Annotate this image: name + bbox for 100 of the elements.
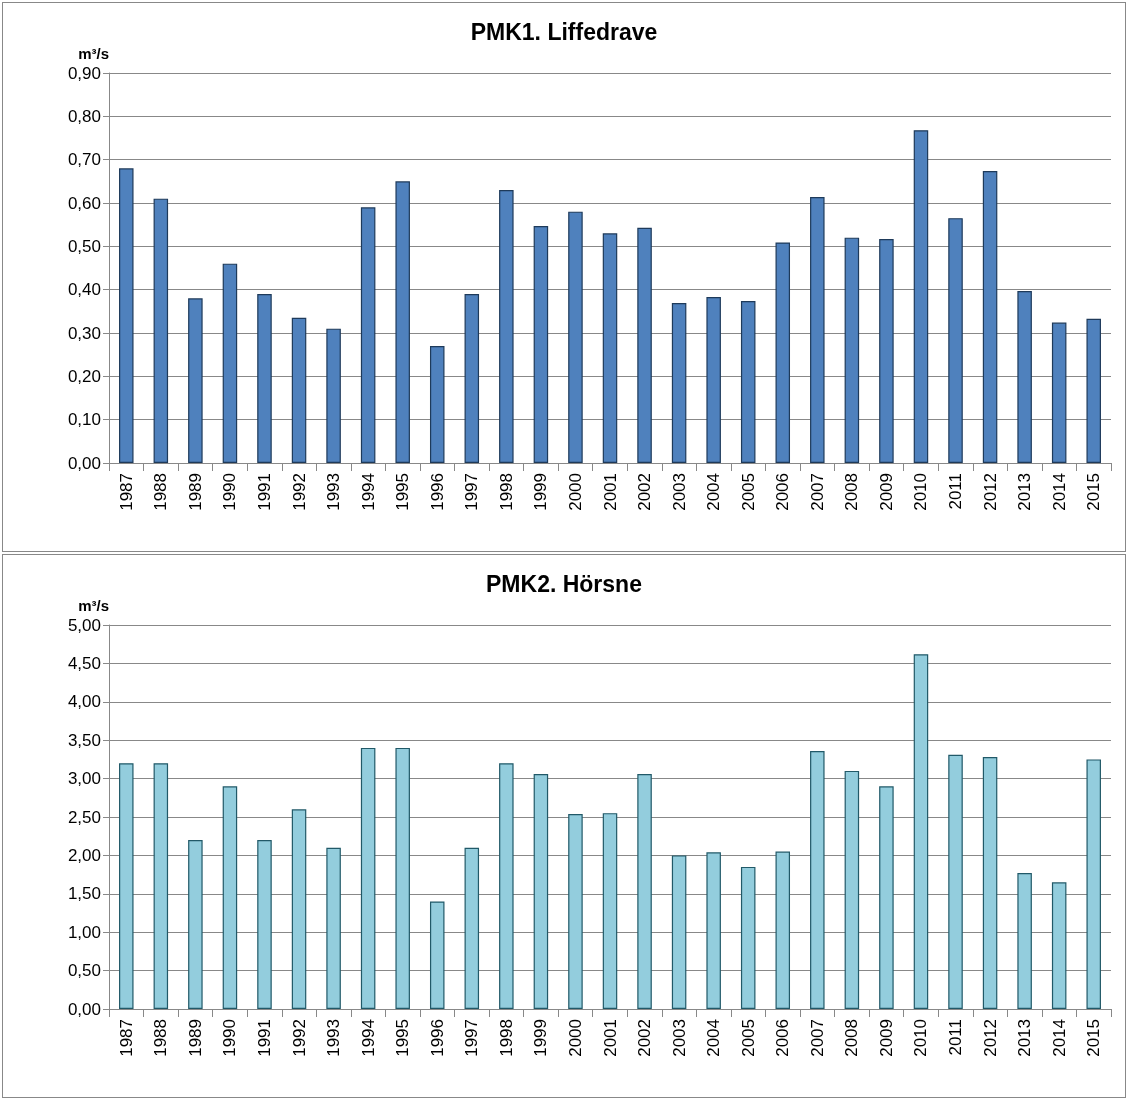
bar	[119, 168, 134, 463]
y-tick-label: 2,50	[67, 807, 101, 827]
bar	[671, 855, 687, 1009]
x-tick-label: 1990	[220, 473, 240, 511]
x-tick-label: 1993	[324, 473, 344, 511]
x-tick-label: 2003	[669, 473, 689, 511]
x-tick-label: 1996	[427, 1019, 447, 1057]
bar	[706, 297, 721, 463]
y-tick-label: 0,60	[67, 193, 101, 213]
bar	[1017, 873, 1032, 1009]
bar	[395, 747, 410, 1009]
bar	[533, 773, 549, 1009]
x-tick-label: 1998	[496, 1019, 516, 1057]
x-tick-label: 1991	[254, 473, 274, 511]
x-tick-label: 2008	[842, 473, 862, 511]
x-tick-label: 2007	[807, 1019, 827, 1057]
bar	[499, 763, 514, 1009]
x-tick-label: 1991	[254, 1019, 274, 1057]
x-tick-label: 1988	[151, 473, 171, 511]
y-tick-label: 2,00	[67, 845, 101, 865]
x-tick-label: 1993	[324, 1019, 344, 1057]
x-tick-label: 1999	[531, 473, 551, 511]
bar	[1086, 318, 1101, 463]
y-tick-label: 3,50	[67, 730, 101, 750]
bar	[464, 294, 480, 463]
x-tick-label: 2005	[738, 1019, 758, 1057]
bar	[464, 847, 480, 1009]
bar	[188, 840, 203, 1009]
x-tick-label: 2001	[600, 473, 620, 511]
y-tick-label: 0,90	[67, 63, 101, 83]
y-axis-title: m³/s	[78, 597, 109, 614]
bar	[671, 303, 687, 463]
bar	[257, 840, 272, 1009]
x-tick-label: 2014	[1049, 1019, 1069, 1057]
x-tick-label: 1999	[531, 1019, 551, 1057]
bar	[568, 813, 583, 1009]
bar	[775, 242, 791, 463]
x-tick-label: 2008	[842, 1019, 862, 1057]
bar	[188, 298, 203, 463]
bar	[222, 263, 238, 463]
chart-title: PMK2. Hörsne	[486, 570, 642, 597]
x-tick-label: 2011	[946, 473, 966, 510]
x-tick-label: 2013	[1015, 473, 1035, 511]
bar	[810, 750, 825, 1009]
x-tick-label: 2003	[669, 1019, 689, 1057]
y-tick-label: 1,50	[67, 884, 101, 904]
bar	[948, 218, 963, 463]
bar	[637, 227, 652, 463]
bar	[429, 901, 445, 1009]
bar	[982, 757, 998, 1009]
y-tick-label: 5,00	[67, 615, 101, 635]
x-tick-label: 2006	[773, 473, 793, 511]
x-tick-label: 2004	[704, 1019, 724, 1057]
x-tick-label: 2001	[600, 1019, 620, 1057]
x-tick-label: 2014	[1049, 473, 1069, 511]
bar	[740, 300, 756, 463]
x-tick-label: 2012	[980, 473, 1000, 511]
y-tick-label: 4,00	[67, 692, 101, 712]
bar	[913, 654, 929, 1009]
x-tick-label: 2015	[1084, 1019, 1104, 1057]
y-tick-label: 0,00	[67, 453, 101, 473]
y-tick-label: 0,80	[67, 106, 101, 126]
bar	[879, 786, 894, 1009]
y-tick-label: 0,20	[67, 366, 101, 386]
x-tick-label: 1992	[289, 1019, 309, 1057]
bar	[1051, 322, 1067, 463]
bar	[637, 773, 652, 1009]
x-tick-label: 2007	[807, 473, 827, 511]
x-tick-label: 2010	[911, 473, 931, 511]
chart-title: PMK1. Liffedrave	[470, 18, 658, 45]
bar	[913, 130, 929, 463]
y-tick-label: 0,10	[67, 410, 101, 430]
bar	[706, 852, 721, 1009]
x-tick-label: 2015	[1084, 473, 1104, 511]
x-tick-label: 2002	[635, 473, 655, 511]
x-tick-label: 1988	[151, 1019, 171, 1057]
x-tick-label: 1998	[496, 473, 516, 511]
x-tick-label: 1997	[462, 473, 482, 511]
x-tick-label: 2010	[911, 1019, 931, 1057]
bar	[429, 346, 445, 463]
bar	[291, 809, 307, 1009]
x-tick-label: 1987	[116, 473, 136, 511]
bar	[1051, 882, 1067, 1009]
x-tick-label: 2005	[738, 473, 758, 511]
x-tick-label: 1990	[220, 1019, 240, 1057]
y-tick-label: 0,40	[67, 280, 101, 300]
x-tick-label: 1994	[358, 473, 378, 511]
bar	[360, 747, 376, 1009]
y-tick-label: 0,00	[67, 999, 101, 1019]
bar	[257, 294, 272, 463]
x-tick-label: 1994	[358, 1019, 378, 1057]
bar	[740, 866, 756, 1009]
bar	[153, 198, 169, 463]
x-tick-label: 2002	[635, 1019, 655, 1057]
bar	[810, 196, 825, 463]
bar	[395, 181, 410, 463]
bar	[982, 170, 998, 463]
y-tick-label: 0,50	[67, 236, 101, 256]
x-tick-label: 1997	[462, 1019, 482, 1057]
bar	[948, 754, 963, 1009]
